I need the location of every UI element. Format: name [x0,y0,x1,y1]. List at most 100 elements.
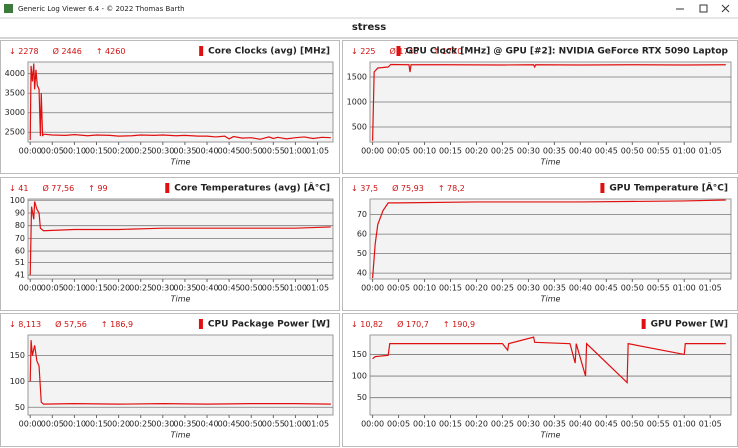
x-tick-label: 00:10 [63,284,86,293]
panel-title: GPU Clock [MHz] @ GPU [#2]: NVIDIA GeFor… [406,47,729,57]
x-tick-label: 00:55 [262,420,285,429]
window-title: Generic Log Viewer 6.4 - © 2022 Thomas B… [18,5,185,13]
x-tick-label: 00:10 [413,147,436,156]
x-tick-label: 00:25 [129,284,152,293]
series-line [372,63,726,141]
y-tick-label: 150 [10,351,25,360]
stat-value: Ø 1745 [390,46,419,56]
x-tick-label: 01:05 [699,420,722,429]
x-tick-label: 00:55 [647,420,670,429]
x-tick-label: 00:15 [439,147,462,156]
legend-swatch [198,319,203,329]
x-tick-label: 00:35 [173,147,196,156]
x-tick-label: 00:45 [218,420,241,429]
x-tick-label: 00:55 [262,147,285,156]
x-tick-label: 00:20 [107,284,130,293]
legend-swatch [165,183,170,193]
stat-value: Ø 77,56 [42,183,74,193]
x-tick-label: 00:25 [129,420,152,429]
x-tick-label: 01:05 [306,284,329,293]
y-tick-label: 70 [15,234,25,243]
stats: ↓ 225 Ø 1745 ↑ 1770 [351,46,462,56]
stats: ↓ 41 Ø 77,56 ↑ 99 [9,183,108,193]
y-tick-label: 50 [357,393,367,402]
header-title: stress [352,22,386,33]
x-tick-label: 01:05 [306,420,329,429]
stat-value: ↑ 186,9 [101,320,133,329]
x-tick-label: 00:10 [63,420,86,429]
x-tick-label: 01:00 [673,284,696,293]
x-tick-label: 01:00 [284,284,307,293]
x-tick-label: 00:40 [569,420,592,429]
x-tick-label: 00:45 [595,147,618,156]
x-tick-label: 00:15 [439,284,462,293]
y-tick-label: 80 [15,221,25,230]
stat-value: ↓ 41 [9,184,28,193]
x-tick-label: 01:05 [699,147,722,156]
close-button[interactable] [721,4,730,13]
x-tick-label: 00:05 [387,147,410,156]
stat-value: ↑ 99 [88,184,107,193]
x-tick-label: 01:00 [673,147,696,156]
y-tick-label: 1500 [347,73,367,82]
stats: ↓ 37,5 Ø 75,93 ↑ 78,2 [351,183,465,193]
stat-value: ↓ 10,82 [351,320,383,329]
plot-area [369,198,732,280]
x-tick-label: 00:30 [517,284,540,293]
x-tick-label: 00:15 [439,420,462,429]
x-tick-label: 00:55 [262,284,285,293]
x-tick-label: 01:05 [306,147,329,156]
x-tick-label: 00:50 [621,147,644,156]
panel-title: GPU Temperature [Â°C] [609,182,728,194]
y-tick-label: 41 [15,271,25,280]
x-tick-label: 00:30 [517,420,540,429]
maximize-button[interactable] [699,4,708,13]
x-tick-label: 00:35 [173,420,196,429]
x-tick-label: 00:20 [465,284,488,293]
plot-area [27,198,334,280]
x-tick-label: 00:35 [543,284,566,293]
x-tick-label: 00:40 [569,284,592,293]
x-tick-label: 00:50 [240,284,263,293]
y-tick-label: 60 [15,247,25,256]
x-tick-label: 00:40 [195,147,218,156]
x-tick-label: 00:10 [63,147,86,156]
legend-swatch [600,183,605,193]
x-tick-label: 00:20 [107,147,130,156]
y-tick-label: 50 [15,403,25,412]
series-line [372,336,726,384]
plot-area [27,61,334,143]
y-tick-label: 60 [357,230,367,239]
x-tick-label: 00:05 [387,420,410,429]
x-tick-label: 00:00 [361,147,384,156]
y-tick-label: 1000 [347,98,367,107]
stat-value: ↑ 4260 [96,47,126,56]
x-tick-label: 00:50 [240,147,263,156]
x-tick-label: 00:00 [361,284,384,293]
y-tick-label: 3500 [5,89,25,98]
stat-value: ↑ 78,2 [438,184,465,193]
x-tick-label: 01:00 [284,147,307,156]
y-tick-label: 70 [357,210,367,219]
series-line [29,340,331,405]
x-tick-label: 00:40 [195,284,218,293]
legend-swatch [641,319,646,329]
x-tick-label: 00:15 [85,284,108,293]
x-tick-label: 00:55 [647,284,670,293]
x-tick-label: 00:25 [491,284,514,293]
x-tick-label: 00:50 [621,420,644,429]
stat-value: ↑ 1770 [433,47,463,56]
x-axis-label: Time [541,295,561,304]
x-tick-label: 00:45 [218,284,241,293]
y-tick-label: 51 [15,258,25,267]
y-tick-label: 50 [357,249,367,258]
x-axis-label: Time [171,295,191,304]
x-tick-label: 00:15 [85,147,108,156]
x-tick-label: 00:30 [151,420,174,429]
x-tick-label: 00:10 [413,284,436,293]
stat-value: Ø 170,7 [397,319,429,329]
y-tick-label: 3000 [5,108,25,117]
x-axis-label: Time [541,431,561,440]
stat-value: Ø 2446 [53,46,82,56]
y-tick-label: 2500 [5,128,25,137]
